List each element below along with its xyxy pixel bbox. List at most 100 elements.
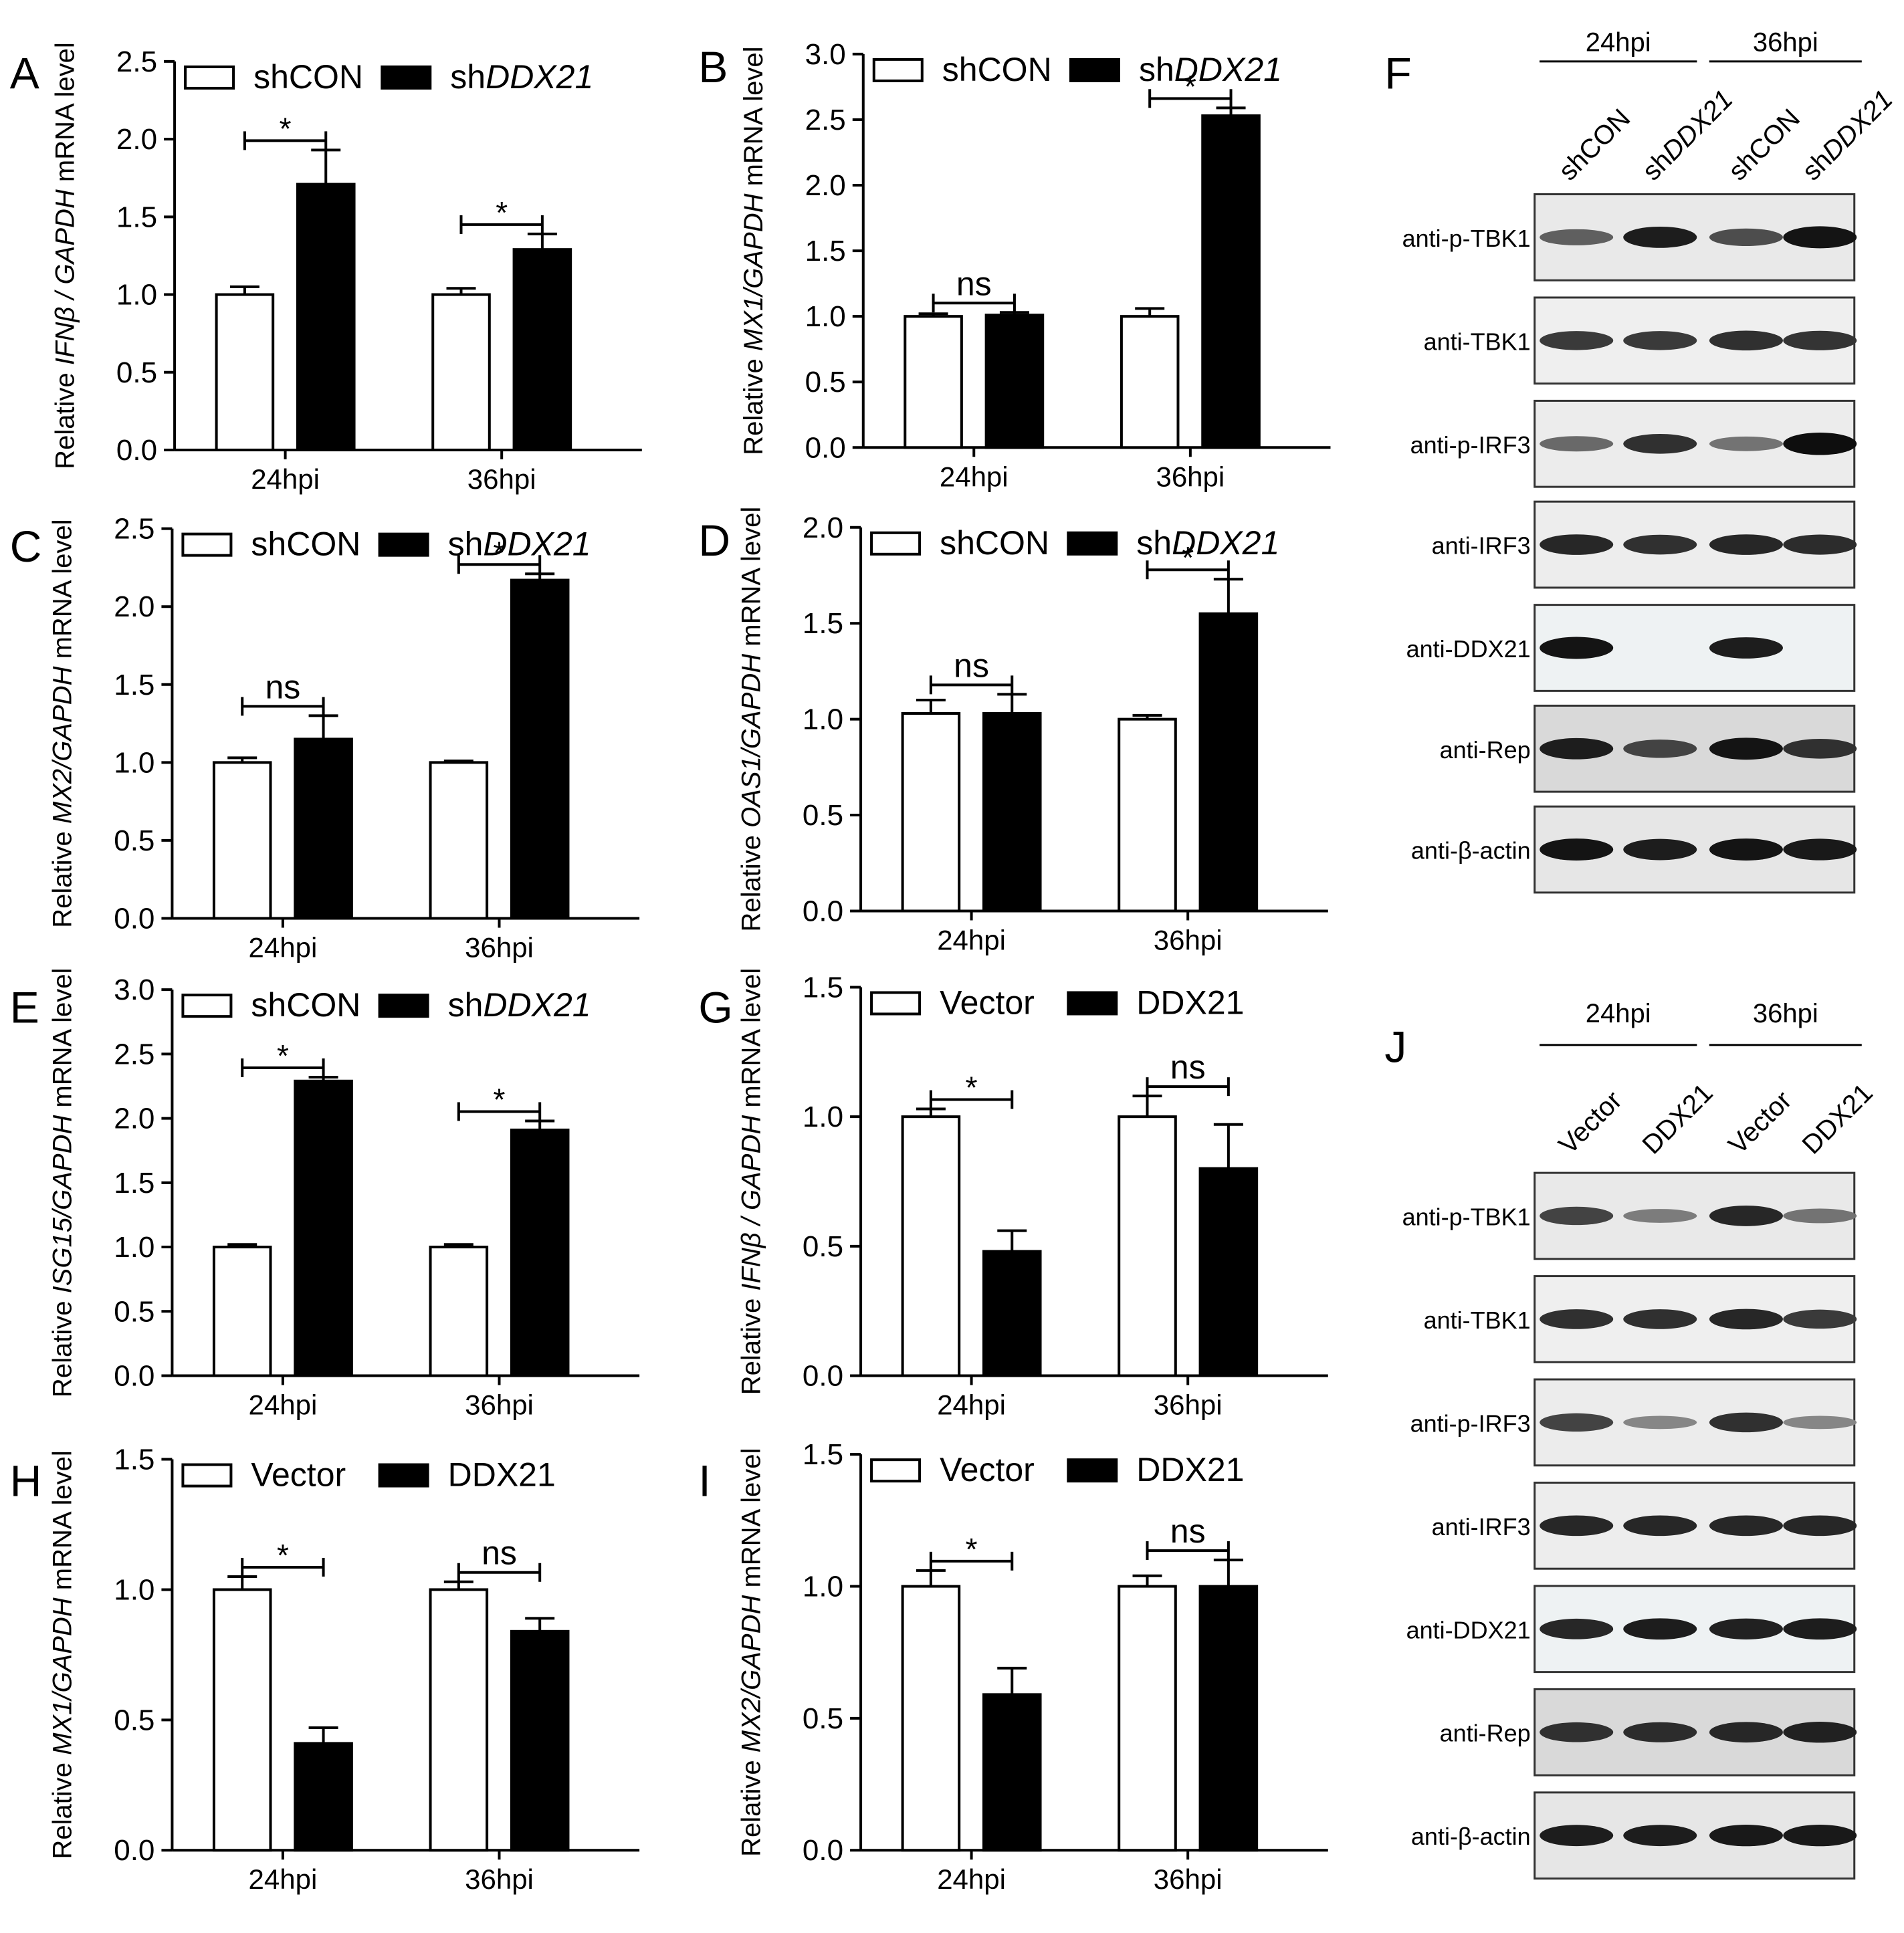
blot-band [1623, 331, 1697, 350]
blot-band [1540, 838, 1614, 861]
y-axis-label: Relative MX2/GAPDH mRNA level [48, 519, 78, 927]
y-label-suffix: mRNA level [736, 968, 766, 1115]
x-tick-label: 36hpi [467, 463, 536, 495]
x-tick-label: 24hpi [937, 1389, 1006, 1421]
x-tick-label: 36hpi [1154, 1389, 1223, 1421]
bar-control [1120, 315, 1180, 449]
blot-band [1540, 1618, 1614, 1639]
y-tick-label: 0.0 [803, 895, 843, 927]
bar-treatment [1198, 1585, 1259, 1852]
blot-row-label: anti-p-TBK1 [1402, 1203, 1531, 1230]
blot-band [1623, 433, 1697, 454]
bar-treatment [512, 248, 572, 451]
legend-swatch [181, 1463, 233, 1488]
bar-control [215, 293, 275, 451]
lane-label: shCON [1723, 104, 1806, 187]
bar-treatment [982, 712, 1042, 913]
bar-control [1118, 1585, 1177, 1852]
blot-band [1709, 534, 1783, 555]
blot-band [1783, 432, 1857, 455]
sig-label: ns [954, 647, 989, 684]
legend-prefix: sh [448, 526, 484, 563]
timepoint-label: 36hpi [1753, 27, 1818, 57]
blot-band [1540, 534, 1614, 555]
blot-band [1783, 1618, 1857, 1640]
x-tick-label: 36hpi [1156, 461, 1225, 492]
chart-panel-a: A 0.0 0.5 1.0 1.5 2.0 2.5 Relative IFNβ / GAPDH… [10, 42, 642, 495]
x-tick-label: 36hpi [1154, 924, 1223, 955]
legend-italic: DDX21 [486, 58, 593, 96]
bar-treatment [984, 314, 1045, 449]
bar-treatment [510, 1128, 570, 1377]
blot-band [1783, 738, 1857, 759]
lane-label-text: shCON [1723, 104, 1806, 187]
legend-swatch [184, 65, 235, 90]
blot-band [1783, 1208, 1857, 1224]
bar-treatment [296, 183, 356, 451]
y-label-gene: MX1/GAPDH [48, 1597, 78, 1755]
x-tick-label: 24hpi [937, 1863, 1006, 1895]
sig-label: * [277, 1538, 289, 1573]
y-label-prefix: Relative [48, 1755, 78, 1859]
blot-row-label: anti-TBK1 [1424, 1306, 1531, 1334]
y-tick-label: 1.0 [114, 746, 154, 779]
y-tick-label: 1.5 [114, 1444, 154, 1476]
y-tick-label: 3.0 [805, 38, 846, 71]
y-tick-label: 1.5 [805, 235, 846, 267]
bar-treatment [510, 1629, 570, 1852]
y-tick-label: 0.5 [114, 824, 154, 857]
legend-label: shDDX21 [448, 986, 591, 1024]
lane-label-italic: DDX21 [1816, 84, 1898, 166]
y-label-prefix: Relative [739, 351, 768, 455]
bar-treatment [1201, 114, 1261, 449]
bar-treatment [294, 1742, 353, 1852]
y-label-gene: MX1/GAPDH [739, 193, 768, 351]
panel-letter: C [10, 522, 42, 571]
panel-letter: B [698, 42, 728, 92]
blot-band [1783, 1309, 1857, 1329]
bar-control [1118, 717, 1177, 913]
blot-band [1709, 1722, 1783, 1743]
y-label-prefix: Relative [736, 1752, 766, 1857]
y-label-suffix: mRNA level [736, 1448, 766, 1595]
blot-row-label: anti-IRF3 [1432, 532, 1531, 560]
panel-letter: I [698, 1456, 710, 1506]
legend-swatch [181, 994, 233, 1018]
legend-italic: DDX21 [483, 986, 591, 1024]
sig-label: * [1182, 540, 1194, 575]
y-label-prefix: Relative [50, 365, 80, 469]
bar-control [429, 1246, 489, 1377]
y-tick-label: 0.5 [803, 799, 843, 832]
chart-panel-c: C 0.0 0.5 1.0 1.5 2.0 2.5 Relative MX2/GAPDH mR… [10, 513, 640, 963]
blot-band [1783, 1515, 1857, 1537]
y-label-prefix: Relative [48, 824, 78, 928]
y-tick-label: 0.0 [803, 1360, 843, 1393]
lane-label: DDX21 [1797, 1078, 1879, 1159]
lane-label: shCON [1553, 104, 1636, 187]
blot-row-label: anti-DDX21 [1406, 1616, 1531, 1643]
legend-label: DDX21 [448, 1456, 556, 1494]
legend-label: Vector [940, 984, 1035, 1021]
blot-band [1623, 1515, 1697, 1537]
y-tick-label: 1.0 [116, 279, 157, 312]
y-tick-label: 1.5 [803, 971, 843, 1004]
lane-label-text: shCON [1553, 104, 1636, 187]
blot-band [1709, 838, 1783, 861]
panel-letter: E [10, 983, 39, 1032]
y-tick-label: 1.5 [803, 1438, 843, 1471]
bar-control [904, 315, 963, 449]
blot-band [1709, 637, 1783, 659]
y-label-gene: OAS1/GAPDH [736, 654, 766, 828]
lane-label-text: Vector [1553, 1085, 1627, 1159]
blot-band [1709, 737, 1783, 760]
legend-label: Vector [940, 1451, 1035, 1488]
timepoint-label: 36hpi [1753, 999, 1818, 1028]
bar-treatment [1198, 612, 1259, 913]
blot-band [1709, 1825, 1783, 1847]
sig-label: * [280, 111, 292, 146]
panel-letter: D [698, 516, 730, 565]
blot-band [1540, 1206, 1614, 1226]
bar-control [212, 1246, 272, 1377]
blot-band [1623, 838, 1697, 861]
legend-swatch [1067, 991, 1118, 1016]
